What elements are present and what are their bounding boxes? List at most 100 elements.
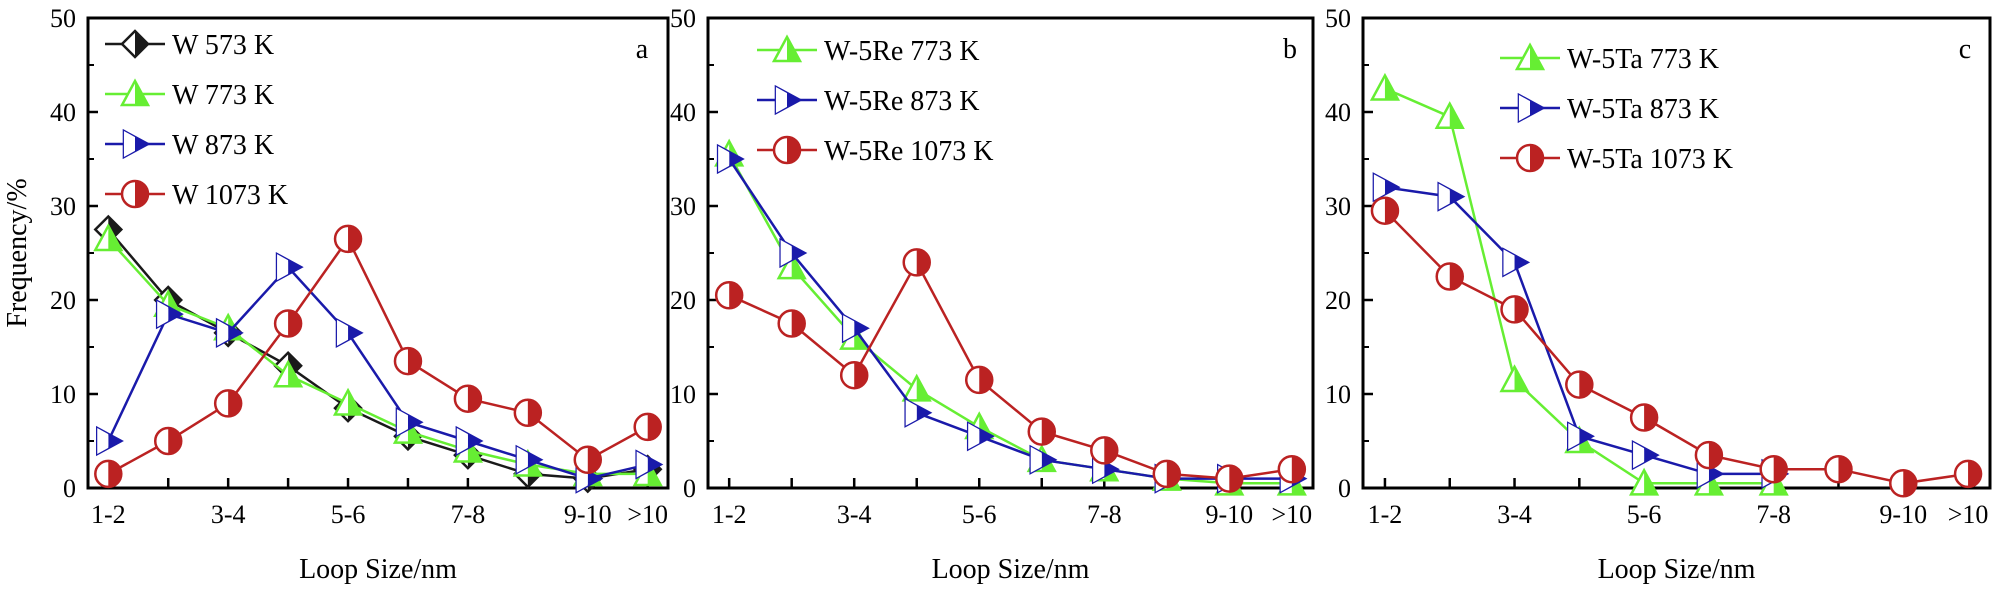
legend-entry: W 573 K — [105, 29, 274, 61]
x-axis-label: Loop Size/nm — [299, 554, 457, 585]
data-point — [1437, 181, 1466, 212]
data-point — [215, 317, 244, 348]
data-point-marker-fill — [1229, 465, 1243, 492]
data-point-marker-fill — [1708, 442, 1722, 469]
data-point-marker-half — [1633, 442, 1645, 469]
data-point — [515, 444, 544, 475]
data-point-marker-fill — [1579, 371, 1593, 398]
series-line — [728, 153, 1292, 485]
panel-label: b — [1283, 34, 1297, 65]
data-point-marker-half — [780, 240, 792, 266]
legend-marker-fill — [135, 31, 148, 57]
x-tick-label: >10 — [1948, 500, 1989, 529]
data-point-marker-fill — [647, 457, 661, 472]
data-point-marker-fill — [527, 452, 541, 467]
data-point — [776, 251, 807, 280]
data-point — [1500, 295, 1529, 324]
data-point-marker-half — [217, 319, 229, 346]
x-axis-label: Loop Size/nm — [1598, 554, 1756, 585]
y-tick-label: 20 — [1325, 286, 1351, 315]
legend-marker-fill — [135, 181, 148, 207]
legend-label: W 1073 K — [172, 180, 288, 211]
data-point — [901, 373, 932, 402]
y-tick-label: 10 — [50, 380, 76, 409]
legend-label: W-5Ta 773 K — [1567, 44, 1719, 75]
legend-label: W-5Re 1073 K — [824, 136, 994, 167]
data-point — [155, 299, 184, 330]
data-point — [1152, 459, 1182, 489]
y-tick-label: 40 — [50, 98, 76, 127]
legend-label: W-5Re 873 K — [824, 86, 980, 117]
data-point — [1027, 417, 1057, 446]
data-point — [1502, 247, 1531, 278]
y-axis-label: Frequency/% — [2, 178, 33, 327]
data-point — [1565, 370, 1594, 399]
x-tick-label: 3-4 — [837, 500, 872, 529]
panel-a: 0 10 20 30 40 50 1-2 3-4 5-6 7-8 9-10 >10 Frequency/… — [2, 4, 670, 585]
data-point-marker-fill — [407, 418, 421, 443]
data-point — [275, 252, 304, 283]
data-point — [1029, 444, 1058, 475]
x-tick-label: 7-8 — [451, 500, 486, 529]
legend-label: W-5Re 773 K — [824, 36, 980, 67]
legend-marker-half — [1518, 95, 1530, 121]
data-point — [213, 389, 243, 418]
data-point-marker-fill — [1449, 263, 1463, 290]
y-tick-label: 30 — [50, 192, 76, 221]
legend-entry: W-5Re 1073 K — [757, 135, 994, 167]
data-point-marker-fill — [1579, 429, 1593, 444]
data-point — [1629, 467, 1660, 496]
legend-entry: W 773 K — [105, 78, 274, 111]
data-point-marker-fill — [791, 246, 805, 260]
data-point-marker-fill — [108, 460, 122, 487]
data-point-marker-fill — [288, 260, 302, 274]
data-point — [573, 445, 603, 475]
data-point-marker-half — [1503, 249, 1515, 276]
data-point-marker-fill — [467, 434, 481, 448]
data-point-marker-fill — [1514, 255, 1528, 270]
data-point-marker-fill — [916, 249, 930, 276]
data-point — [1629, 403, 1659, 432]
data-point-marker-fill — [168, 307, 182, 321]
data-point-marker-fill — [348, 326, 362, 340]
data-point-marker-fill — [647, 413, 661, 440]
data-point — [1277, 454, 1307, 484]
series-w-5re-873-k — [716, 143, 1308, 494]
data-point-marker-fill — [1708, 467, 1722, 481]
x-tick-label: 5-6 — [331, 500, 366, 529]
data-point-marker-fill — [854, 362, 868, 389]
data-point-marker-fill — [587, 471, 601, 486]
series-w-5re-1073-k — [714, 248, 1307, 493]
x-tick-label: 7-8 — [1087, 500, 1122, 529]
x-axis-label: Loop Size/nm — [932, 554, 1090, 585]
data-point — [902, 248, 931, 277]
legend-label: W 773 K — [172, 80, 274, 111]
data-point — [1631, 440, 1660, 471]
data-point-marker-fill — [729, 152, 743, 166]
x-tick-label: >10 — [1271, 500, 1312, 529]
data-point — [1215, 464, 1244, 493]
data-point — [1953, 459, 1983, 489]
data-point — [513, 398, 543, 428]
series-line — [107, 228, 648, 480]
data-point-marker-fill — [1903, 470, 1917, 497]
data-point — [779, 237, 808, 269]
data-point — [335, 317, 364, 348]
data-point-marker-fill — [729, 282, 743, 309]
data-point-marker-fill — [1514, 296, 1528, 323]
y-tick-label: 20 — [670, 286, 696, 315]
data-point-marker-fill — [587, 446, 601, 473]
data-point — [273, 359, 304, 388]
data-point-marker-fill — [168, 428, 182, 454]
data-point-marker-half — [396, 409, 408, 436]
data-point — [1090, 436, 1119, 465]
data-point-marker-fill — [1449, 103, 1463, 128]
data-point-marker-fill — [1968, 460, 1982, 487]
data-point-marker-half — [97, 428, 109, 454]
x-tick-label: 9-10 — [1205, 500, 1253, 529]
data-point-marker-half — [1373, 174, 1385, 201]
legend-entry: W-5Ta 1073 K — [1500, 143, 1733, 175]
legend-marker-fill — [1530, 101, 1543, 115]
x-tick-label: 3-4 — [211, 500, 246, 529]
